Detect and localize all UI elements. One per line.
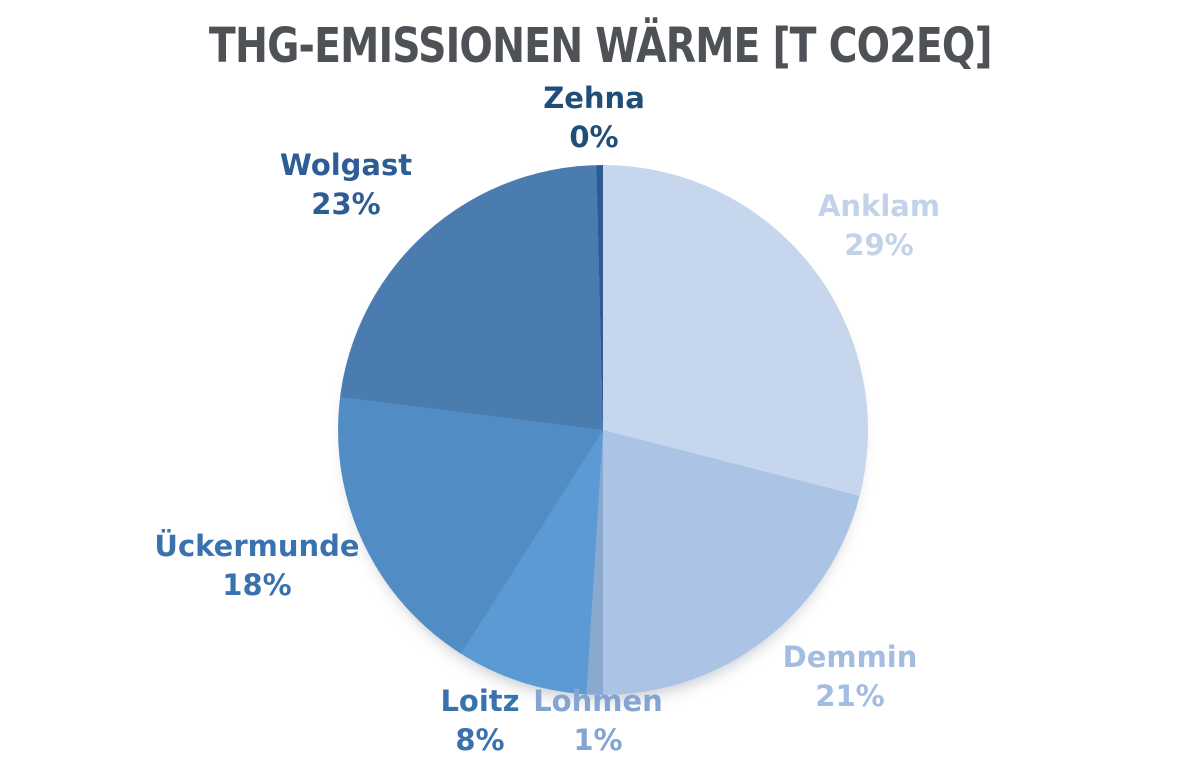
slice-label-anklam: Anklam 29% xyxy=(818,190,940,262)
pie-chart xyxy=(338,165,868,695)
slice-label-wolgast: Wolgast 23% xyxy=(280,149,412,221)
slice-label-wolgast-name: Wolgast xyxy=(279,148,413,182)
slice-label-demmin: Demmin 21% xyxy=(783,641,918,713)
slice-label-loitz-pct: 8% xyxy=(455,723,505,757)
slice-label-lohmen-pct: 1% xyxy=(573,723,623,757)
slice-label-loitz-name: Loitz xyxy=(440,684,520,718)
slice-label-ueckermunde: Ückermunde 18% xyxy=(154,530,359,602)
slice-label-wolgast-pct: 23% xyxy=(311,187,381,221)
slice-label-zehna: Zehna 0% xyxy=(543,82,645,154)
slice-label-zehna-name: Zehna xyxy=(543,81,645,115)
slice-label-ueckermunde-pct: 18% xyxy=(222,568,292,602)
slice-label-ueckermunde-name: Ückermunde xyxy=(154,529,360,563)
slice-label-lohmen-name: Lohmen xyxy=(533,684,663,718)
slice-label-lohmen: Lohmen 1% xyxy=(533,685,663,757)
slice-label-demmin-name: Demmin xyxy=(782,640,918,674)
slice-label-demmin-pct: 21% xyxy=(815,679,885,713)
slice-label-anklam-pct: 29% xyxy=(844,228,914,262)
chart-title: THG-EMISSIONEN WÄRME [T CO2EQ] xyxy=(0,18,1200,74)
slice-label-loitz: Loitz 8% xyxy=(440,685,519,757)
chart-title-text: THG-EMISSIONEN WÄRME [T CO2EQ] xyxy=(208,18,993,74)
slice-label-zehna-pct: 0% xyxy=(569,120,619,154)
slice-label-anklam-name: Anklam xyxy=(817,189,941,223)
